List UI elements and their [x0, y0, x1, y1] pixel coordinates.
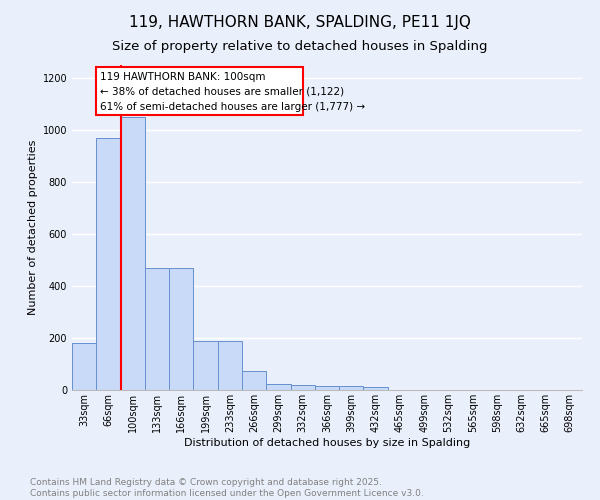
- Bar: [96, 138, 121, 390]
- Bar: [339, 386, 364, 390]
- Bar: [218, 340, 242, 390]
- Bar: [121, 117, 145, 390]
- Text: Size of property relative to detached houses in Spalding: Size of property relative to detached ho…: [112, 40, 488, 53]
- Bar: [290, 385, 315, 390]
- Text: 119 HAWTHORN BANK: 100sqm
← 38% of detached houses are smaller (1,122)
61% of se: 119 HAWTHORN BANK: 100sqm ← 38% of detac…: [100, 72, 365, 112]
- Bar: [266, 384, 290, 390]
- FancyBboxPatch shape: [96, 67, 303, 115]
- Bar: [193, 340, 218, 390]
- Text: Contains HM Land Registry data © Crown copyright and database right 2025.
Contai: Contains HM Land Registry data © Crown c…: [30, 478, 424, 498]
- X-axis label: Distribution of detached houses by size in Spalding: Distribution of detached houses by size …: [184, 438, 470, 448]
- Bar: [145, 268, 169, 390]
- Y-axis label: Number of detached properties: Number of detached properties: [28, 140, 38, 315]
- Bar: [242, 370, 266, 390]
- Text: 119, HAWTHORN BANK, SPALDING, PE11 1JQ: 119, HAWTHORN BANK, SPALDING, PE11 1JQ: [129, 15, 471, 30]
- Bar: [364, 388, 388, 390]
- Bar: [315, 386, 339, 390]
- Bar: [72, 343, 96, 390]
- Bar: [169, 268, 193, 390]
